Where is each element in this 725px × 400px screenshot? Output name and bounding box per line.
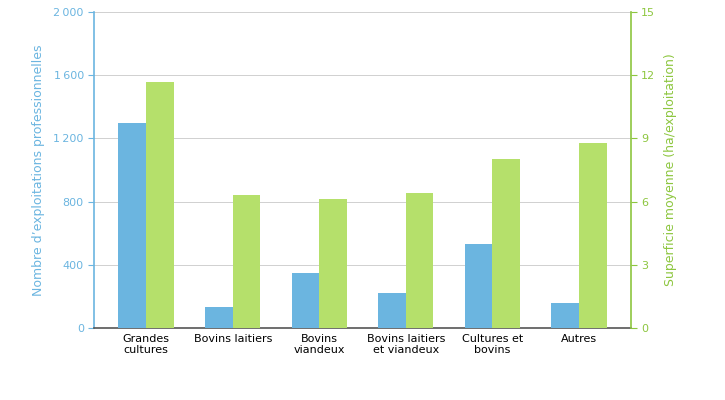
Bar bbox=[551, 303, 579, 328]
Y-axis label: Nombre d’exploitations professionnelles: Nombre d’exploitations professionnelles bbox=[32, 44, 45, 296]
Bar bbox=[146, 82, 174, 328]
Bar bbox=[118, 122, 146, 328]
Bar bbox=[579, 143, 607, 328]
Y-axis label: Superficie moyenne (ha/exploitation): Superficie moyenne (ha/exploitation) bbox=[663, 54, 676, 286]
Bar bbox=[205, 308, 233, 328]
Bar bbox=[492, 160, 520, 328]
Bar bbox=[465, 244, 492, 328]
Bar bbox=[319, 200, 347, 328]
Bar bbox=[378, 293, 406, 328]
Bar bbox=[291, 273, 319, 328]
Bar bbox=[233, 195, 260, 328]
Bar bbox=[406, 193, 434, 328]
